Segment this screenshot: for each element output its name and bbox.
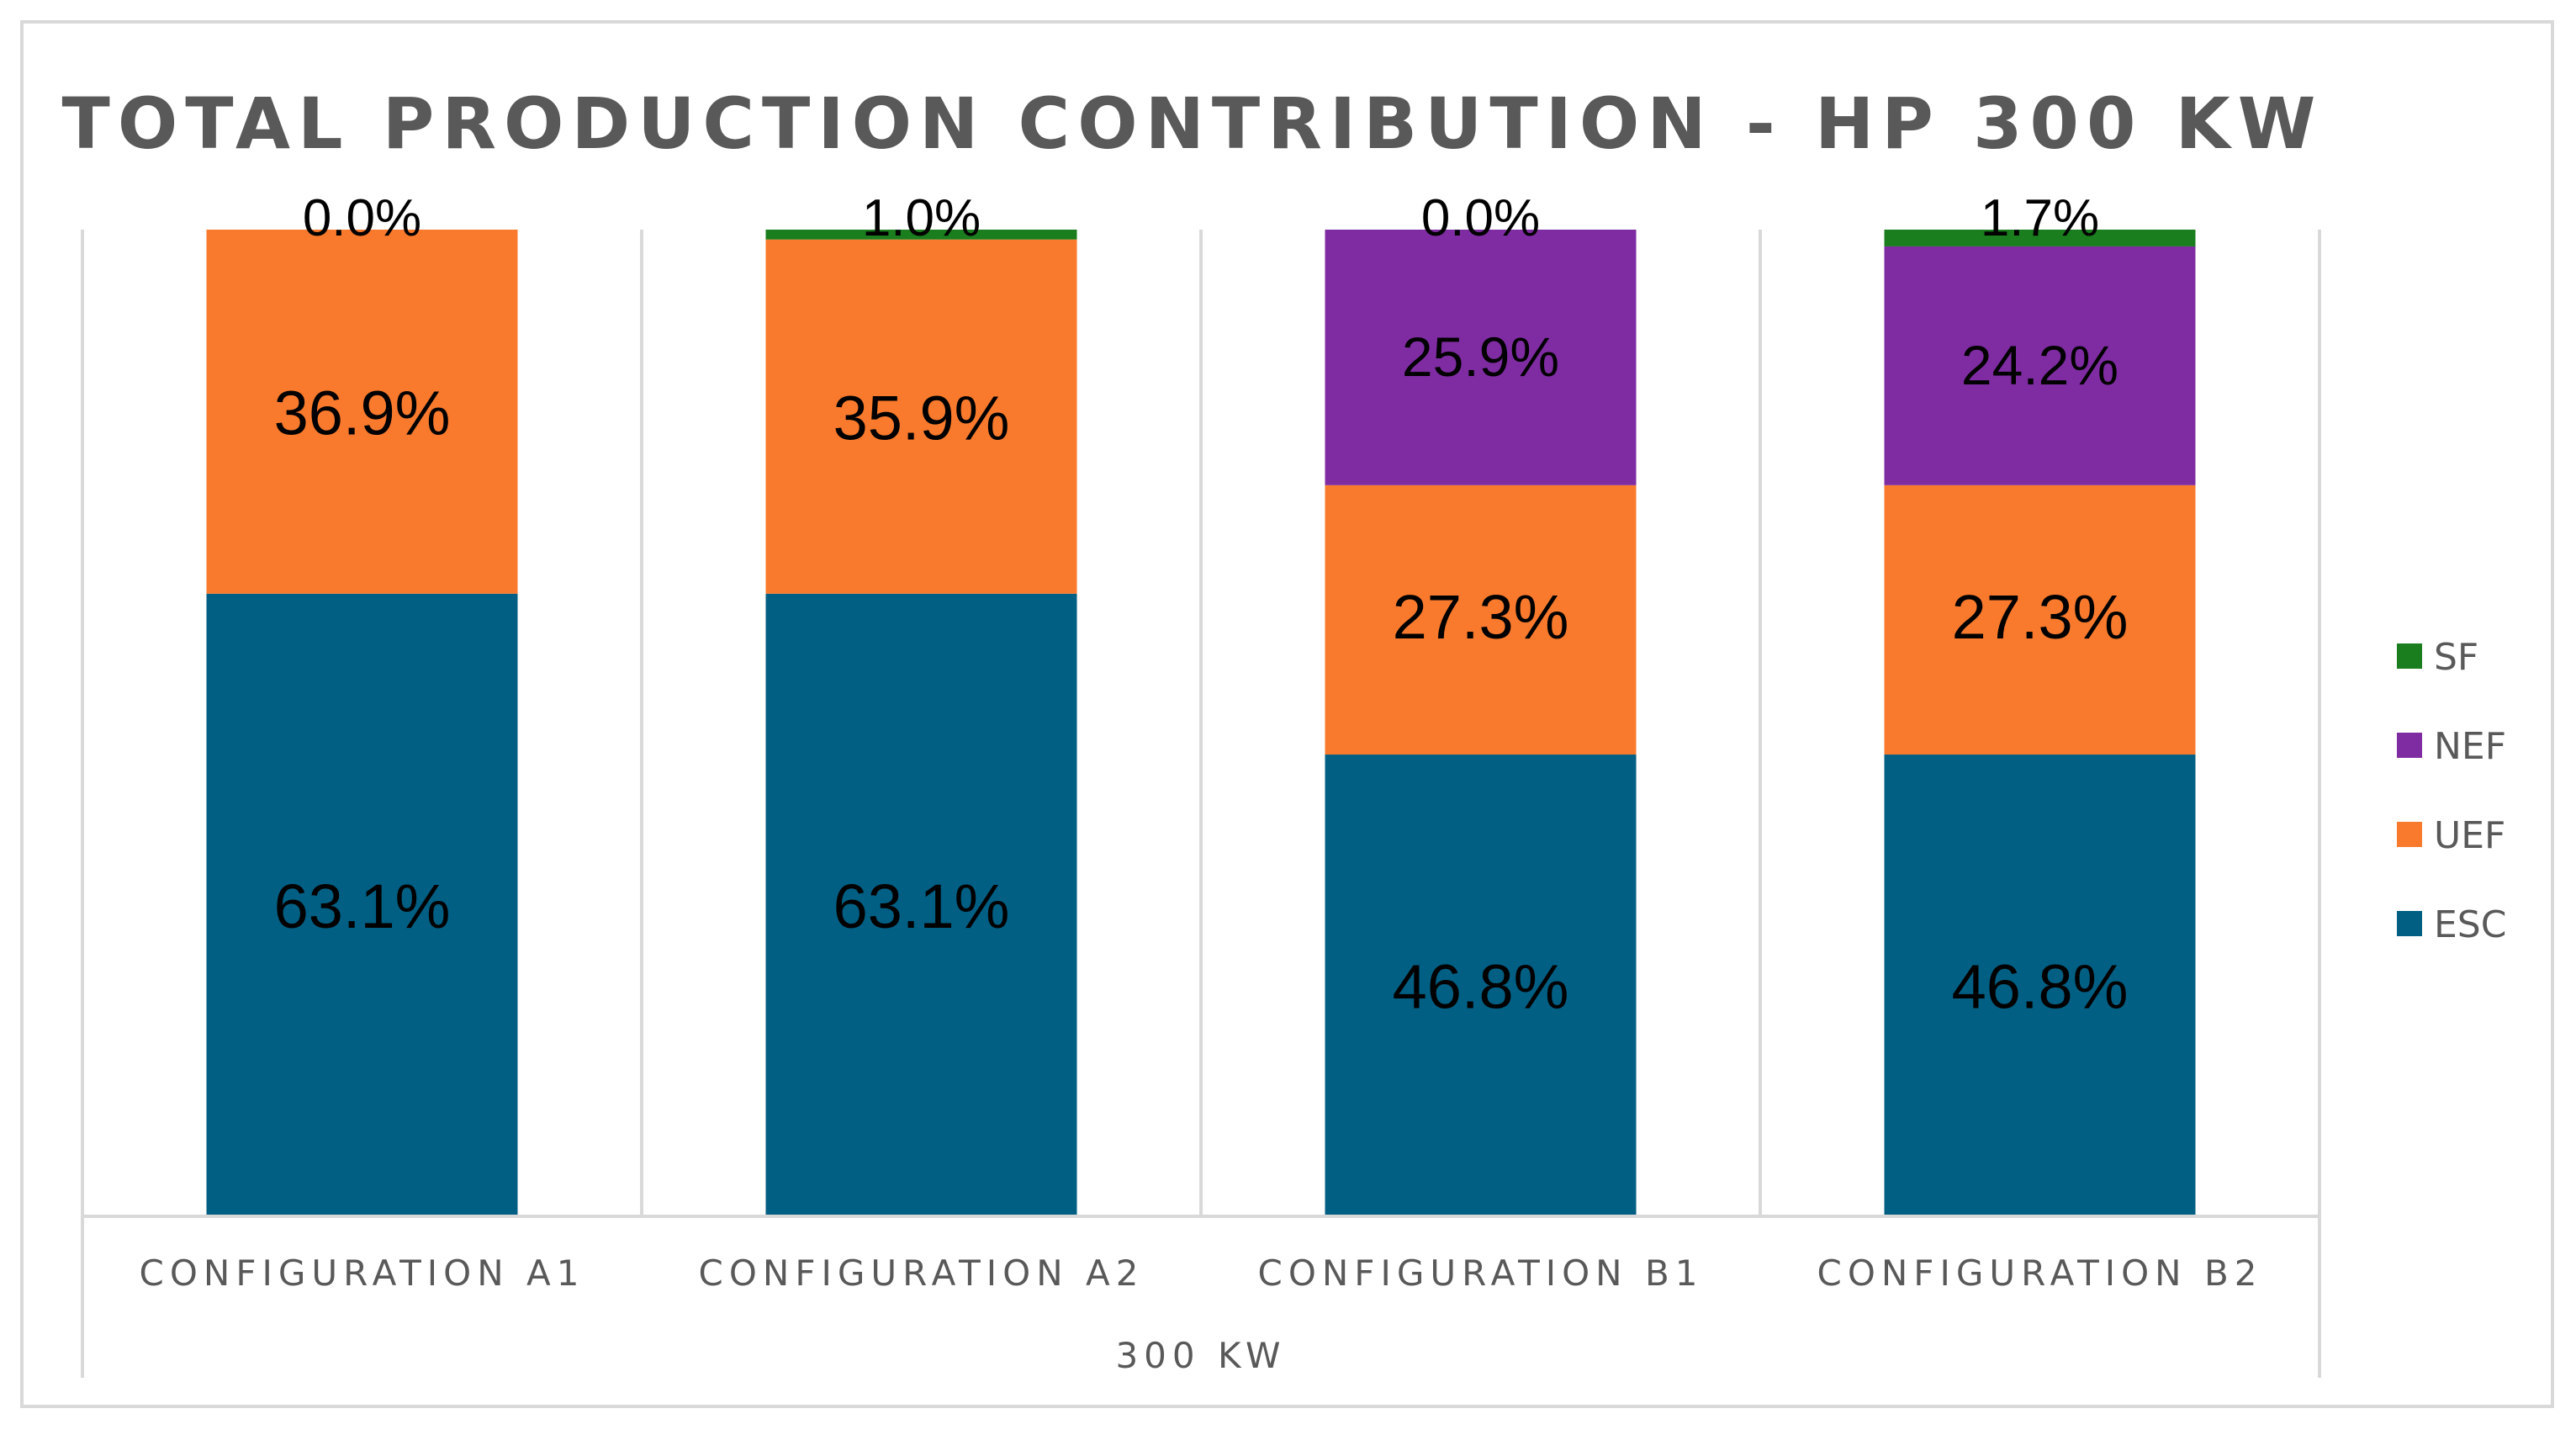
data-label-esc-configuration-a1: 63.1% [274,871,451,941]
category-label-configuration-b2: CONFIGURATION B2 [1817,1252,2263,1294]
data-label-uef-configuration-b2: 27.3% [1952,582,2129,652]
data-label-uef-configuration-a2: 35.9% [833,383,1010,453]
bar-sf-configuration-b2 [1884,230,2196,246]
legend-label-esc: ESC [2434,903,2506,946]
legend-swatch-uef [2397,822,2422,847]
bar-sf-configuration-a2 [765,230,1077,240]
bar-uef-configuration-b1 [1325,485,1637,755]
data-label-esc-configuration-a2: 63.1% [833,871,1010,941]
data-label-esc-configuration-b2: 46.8% [1952,952,2129,1022]
chart-frame: TOTAL PRODUCTION CONTRIBUTION - HP 300 K… [20,20,2554,1408]
bar-uef-configuration-b2 [1884,485,2196,755]
chart-title: TOTAL PRODUCTION CONTRIBUTION - HP 300 K… [62,82,2324,165]
bar-uef-configuration-a1 [206,230,518,594]
data-label-nef-configuration-b1: 25.9% [1402,326,1559,388]
legend-swatch-esc [2397,911,2422,936]
data-label-uef-configuration-a1: 36.9% [274,378,451,447]
bar-esc-configuration-a2 [765,593,1077,1216]
bar-esc-configuration-b2 [1884,755,2196,1216]
bar-esc-configuration-b1 [1325,755,1637,1216]
legend-label-nef: NEF [2434,725,2506,768]
stacked-bar-chart: TOTAL PRODUCTION CONTRIBUTION - HP 300 K… [62,82,2506,1378]
legend-swatch-sf [2397,643,2422,669]
legend-label-uef: UEF [2434,814,2505,857]
bar-uef-configuration-a2 [765,239,1077,594]
bar-nef-configuration-b2 [1884,246,2196,485]
legend-label-sf: SF [2434,636,2478,679]
bar-esc-configuration-a1 [206,593,518,1216]
category-label-configuration-a2: CONFIGURATION A2 [699,1252,1145,1294]
group-label: 300 KW [1115,1335,1286,1376]
legend-swatch-nef [2397,733,2422,758]
data-label-sf-configuration-a1: 0.0% [303,189,421,247]
data-label-sf-configuration-a2: 1.0% [862,189,981,247]
bar-nef-configuration-b1 [1325,230,1637,485]
data-label-sf-configuration-b2: 1.7% [1981,189,2099,247]
data-label-nef-configuration-b2: 24.2% [1961,334,2118,396]
category-label-configuration-a1: CONFIGURATION A1 [140,1252,585,1294]
data-label-uef-configuration-b1: 27.3% [1393,582,1569,652]
category-label-configuration-b1: CONFIGURATION B1 [1258,1252,1704,1294]
data-label-esc-configuration-b1: 46.8% [1393,952,1569,1022]
data-label-sf-configuration-b1: 0.0% [1421,189,1540,247]
